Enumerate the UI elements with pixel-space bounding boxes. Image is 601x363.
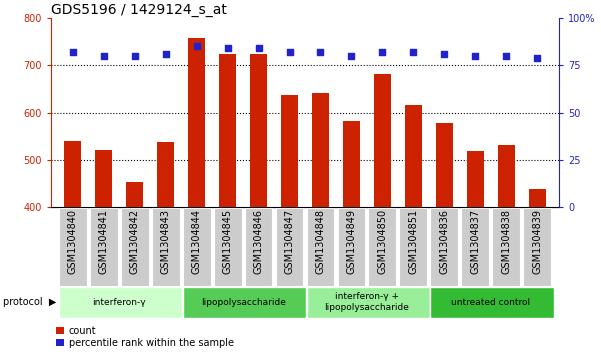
Bar bbox=[281, 95, 298, 207]
FancyBboxPatch shape bbox=[151, 208, 180, 286]
Text: GSM1304847: GSM1304847 bbox=[284, 209, 294, 274]
Text: GSM1304850: GSM1304850 bbox=[377, 209, 388, 274]
Text: lipopolysaccharide: lipopolysaccharide bbox=[201, 298, 285, 307]
Text: GSM1304846: GSM1304846 bbox=[254, 209, 264, 274]
FancyBboxPatch shape bbox=[307, 208, 334, 286]
FancyBboxPatch shape bbox=[338, 208, 365, 286]
FancyBboxPatch shape bbox=[276, 208, 304, 286]
Bar bbox=[312, 93, 329, 207]
Text: GSM1304839: GSM1304839 bbox=[532, 209, 542, 274]
Bar bbox=[250, 54, 267, 207]
Bar bbox=[529, 189, 546, 207]
Bar bbox=[157, 142, 174, 207]
FancyBboxPatch shape bbox=[183, 208, 210, 286]
FancyBboxPatch shape bbox=[400, 208, 427, 286]
Point bbox=[285, 49, 294, 55]
Bar bbox=[343, 121, 360, 207]
Point bbox=[316, 49, 325, 55]
Point bbox=[254, 45, 263, 51]
Text: untreated control: untreated control bbox=[451, 298, 530, 307]
Point bbox=[161, 51, 171, 57]
Point bbox=[192, 44, 201, 49]
Text: GSM1304844: GSM1304844 bbox=[192, 209, 201, 274]
Point bbox=[471, 53, 480, 59]
Point bbox=[223, 45, 233, 51]
Text: GSM1304842: GSM1304842 bbox=[130, 209, 139, 274]
FancyBboxPatch shape bbox=[245, 208, 272, 286]
Bar bbox=[436, 123, 453, 207]
Point bbox=[501, 53, 511, 59]
Text: GSM1304849: GSM1304849 bbox=[346, 209, 356, 274]
Text: GSM1304851: GSM1304851 bbox=[409, 209, 418, 274]
Point bbox=[130, 53, 139, 59]
Text: interferon-γ +
lipopolysaccharide: interferon-γ + lipopolysaccharide bbox=[325, 293, 409, 312]
FancyBboxPatch shape bbox=[121, 208, 148, 286]
FancyBboxPatch shape bbox=[307, 287, 430, 318]
FancyBboxPatch shape bbox=[368, 208, 396, 286]
Point bbox=[99, 53, 109, 59]
Text: GSM1304843: GSM1304843 bbox=[160, 209, 171, 274]
Bar bbox=[188, 38, 205, 207]
Text: GSM1304841: GSM1304841 bbox=[99, 209, 109, 274]
FancyBboxPatch shape bbox=[523, 208, 551, 286]
FancyBboxPatch shape bbox=[59, 287, 182, 318]
Bar bbox=[95, 150, 112, 207]
Text: GSM1304838: GSM1304838 bbox=[501, 209, 511, 274]
FancyBboxPatch shape bbox=[462, 208, 489, 286]
FancyBboxPatch shape bbox=[59, 208, 87, 286]
Bar bbox=[126, 182, 143, 207]
Text: GSM1304845: GSM1304845 bbox=[222, 209, 233, 274]
Bar bbox=[498, 145, 515, 207]
Bar bbox=[219, 54, 236, 207]
FancyBboxPatch shape bbox=[90, 208, 118, 286]
Text: interferon-γ: interferon-γ bbox=[93, 298, 146, 307]
FancyBboxPatch shape bbox=[492, 208, 520, 286]
FancyBboxPatch shape bbox=[214, 208, 242, 286]
Text: GSM1304840: GSM1304840 bbox=[68, 209, 78, 274]
Text: GSM1304836: GSM1304836 bbox=[439, 209, 450, 274]
Point bbox=[409, 49, 418, 55]
Point bbox=[532, 55, 542, 61]
Point bbox=[68, 49, 78, 55]
Bar bbox=[405, 105, 422, 207]
Point bbox=[377, 49, 387, 55]
FancyBboxPatch shape bbox=[430, 208, 459, 286]
Bar bbox=[374, 74, 391, 207]
Text: GSM1304848: GSM1304848 bbox=[316, 209, 326, 274]
Bar bbox=[64, 141, 81, 207]
FancyBboxPatch shape bbox=[430, 287, 554, 318]
Text: GSM1304837: GSM1304837 bbox=[471, 209, 480, 274]
Point bbox=[347, 53, 356, 59]
Bar bbox=[467, 151, 484, 207]
FancyBboxPatch shape bbox=[183, 287, 306, 318]
Text: protocol  ▶: protocol ▶ bbox=[3, 297, 56, 307]
Point bbox=[439, 51, 449, 57]
Legend: count, percentile rank within the sample: count, percentile rank within the sample bbox=[56, 326, 234, 348]
Text: GDS5196 / 1429124_s_at: GDS5196 / 1429124_s_at bbox=[51, 3, 227, 17]
